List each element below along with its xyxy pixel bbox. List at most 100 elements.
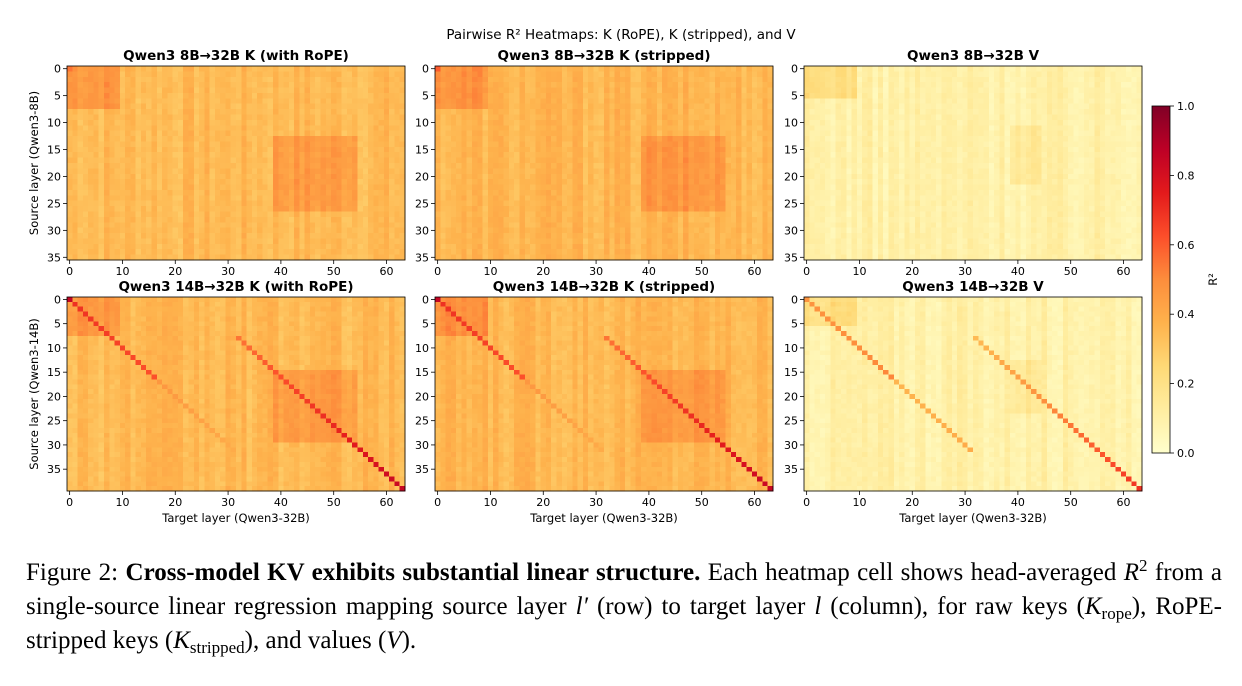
heatmap-cell [331,200,337,207]
heatmap-cell [362,189,369,196]
heatmap-cell [130,216,137,223]
heatmap-cell [119,109,126,115]
heatmap-cell [630,71,637,78]
heatmap-cell [672,103,679,110]
heatmap-cell [251,66,258,72]
heatmap-cell [236,152,242,158]
heatmap-cell [156,87,163,94]
heatmap-cell [714,76,721,83]
heatmap-cell [119,71,126,78]
heatmap-cell [220,163,226,169]
heatmap-cell [619,163,626,169]
heatmap-cell [331,109,337,115]
heatmap-cell [204,98,210,105]
heatmap-cell [146,211,152,218]
heatmap-cell [77,216,84,223]
heatmap-cell [156,179,163,185]
heatmap-cell [1126,71,1132,78]
heatmap-cell [188,168,195,175]
heatmap-cell [640,141,647,148]
heatmap-cell [283,173,290,180]
heatmap-cell [461,254,468,261]
heatmap-cell [572,114,578,121]
heatmap-cell [246,114,253,121]
heatmap-cell [699,189,705,196]
heatmap-cell [904,87,910,94]
heatmap-cell [225,243,232,250]
heatmap-cell [704,114,710,121]
heatmap-cell [93,125,100,132]
heatmap-cell [125,195,131,202]
heatmap-cell [746,66,753,72]
heatmap-cell [383,249,390,255]
heatmap-cell [588,222,594,229]
heatmap-cell [720,103,726,110]
heatmap-cell [551,125,557,132]
heatmap-cell [757,189,763,196]
heatmap-cell [378,179,385,185]
heatmap-cell [72,146,78,153]
heatmap-cell [762,238,769,245]
heatmap-cell [130,141,137,148]
heatmap-cell [466,109,473,115]
heatmap-cell [466,211,473,218]
heatmap-cell [714,222,721,229]
heatmap-cell [683,76,689,83]
heatmap-cell [503,141,510,148]
heatmap-cell [709,136,716,142]
heatmap-cell [677,114,684,121]
heatmap-cell [493,206,499,212]
heatmap-cell [450,136,457,142]
panel-frame [434,65,774,261]
heatmap-cell [835,71,842,78]
heatmap-cell [98,136,105,142]
heatmap-cell [230,125,237,132]
heatmap-cell [973,87,979,94]
heatmap-cell [151,103,158,110]
heatmap-cell [103,103,110,110]
heatmap-cell [677,189,684,196]
heatmap-cell [103,216,110,223]
heatmap-cell [109,195,115,202]
heatmap-cell [688,163,695,169]
heatmap-cell [693,173,700,180]
heatmap-cell [251,184,258,191]
heatmap-cell [130,109,137,115]
heatmap-cell [399,173,406,180]
heatmap-cell [230,146,237,153]
heatmap-cell [450,163,457,169]
heatmap-cell [609,130,615,137]
heatmap-cell [304,249,311,255]
heatmap-cell [346,119,353,126]
heatmap-cell [482,152,489,158]
heatmap-cell [851,71,858,78]
heatmap-cell [851,66,858,72]
heatmap-cell [331,103,337,110]
heatmap-cell [156,82,163,88]
heatmap-cell [677,103,684,110]
heatmap-cell [519,200,526,207]
heatmap-cell [540,249,547,255]
heatmap-cell [978,66,984,72]
heatmap-cell [119,98,126,105]
heatmap-cell [466,233,473,239]
heatmap-cell [598,82,605,88]
heatmap-cell [677,233,684,239]
heatmap-cell [162,76,168,83]
heatmap-cell [1083,87,1090,94]
heatmap-cell [667,179,674,185]
heatmap-cell [667,168,674,175]
heatmap-cell [257,179,263,185]
heatmap-cell [325,243,332,250]
heatmap-cell [941,87,947,94]
heatmap-cell [98,71,105,78]
heatmap-cell [288,173,295,180]
heatmap-cell [135,233,142,239]
heatmap-cell [677,254,684,261]
heatmap-cell [477,173,483,180]
heatmap-cell [867,76,874,83]
heatmap-cell [315,173,321,180]
heatmap-cell [246,168,253,175]
heatmap-cell [540,82,547,88]
heatmap-cell [582,119,589,126]
